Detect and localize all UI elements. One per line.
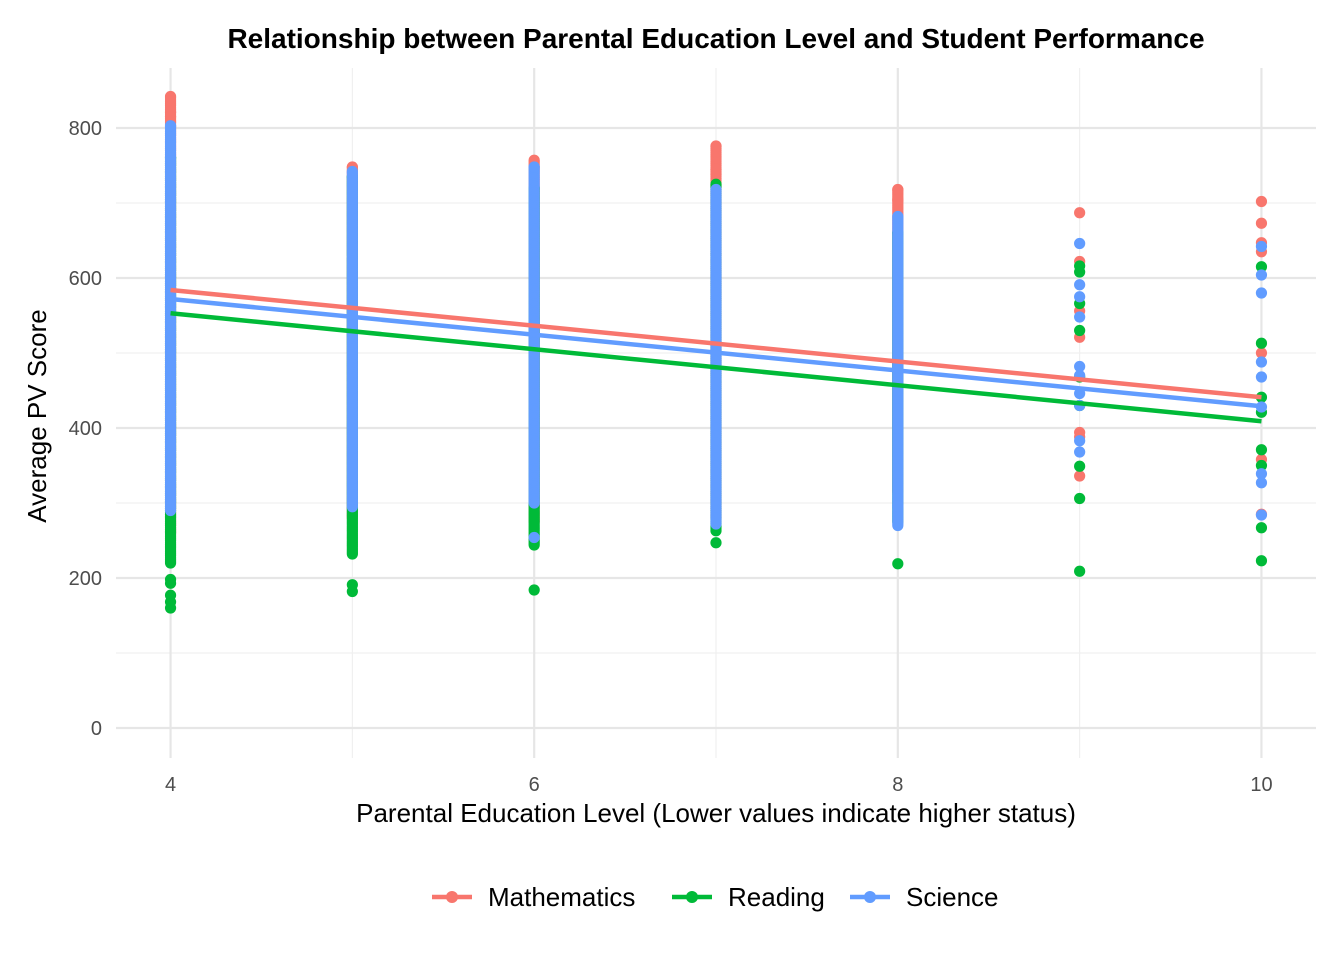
data-point [1074,435,1086,447]
x-tick-label: 6 [529,774,540,796]
data-point [1255,347,1268,359]
data-point [1074,291,1086,303]
data-point [1255,468,1268,480]
data-point [1074,237,1086,250]
data-point [528,531,540,544]
data-point [1255,261,1268,273]
data-point [1074,360,1086,373]
y-axis-title: Average PV Score [22,309,52,522]
data-point [1255,555,1268,567]
legend: Mathematics Reading Science [432,882,999,912]
trend-line [170,311,1262,424]
data-point [1074,565,1086,577]
y-tick-label: 600 [69,268,102,290]
data-point [1255,509,1268,521]
data-point [1255,337,1268,349]
y-tick-label: 400 [69,418,102,440]
data-points [164,90,1268,614]
chart-title: Relationship between Parental Education … [227,23,1204,54]
tick-labels: 0 200 400 600 800 4 6 8 10 [69,118,1273,796]
data-point [1074,460,1086,472]
data-point [892,194,904,206]
data-point [1074,311,1086,323]
trend-line [170,296,1262,409]
legend-label: Mathematics [488,882,635,912]
data-point [710,140,722,152]
data-point [892,210,904,223]
data-point [1255,287,1268,299]
x-tick-label: 4 [165,774,176,796]
legend-key-dot [686,891,698,903]
trend-lines [170,287,1262,424]
x-tick-label: 10 [1250,774,1272,796]
data-point [1255,371,1268,383]
data-point [1074,492,1086,505]
data-point [528,584,540,596]
data-point [892,183,904,196]
data-point [164,120,177,132]
legend-key-dot [864,891,876,903]
y-tick-label: 800 [69,118,102,140]
data-point [1255,444,1268,456]
data-point [1255,269,1268,281]
x-tick-label: 8 [892,774,903,796]
data-point [710,168,722,181]
data-point [1255,459,1268,472]
data-point [710,537,722,549]
legend-label: Reading [728,882,825,912]
trend-line [170,287,1262,400]
y-tick-label: 0 [91,718,102,740]
data-point [1255,240,1268,253]
data-point [1255,522,1268,534]
data-point [164,90,177,103]
data-point [710,183,722,196]
data-point [1074,279,1086,291]
data-point [1074,207,1086,219]
y-tick-label: 200 [69,568,102,590]
data-point [1255,356,1268,368]
legend-key-dot [446,891,458,903]
data-point [892,558,904,570]
data-point [164,577,177,589]
data-point [1255,217,1268,229]
data-point [528,161,540,173]
data-point [1074,446,1086,458]
data-point [1074,470,1086,482]
data-point [346,585,358,598]
data-point [346,165,358,178]
x-axis-title: Parental Education Level (Lower values i… [356,798,1076,828]
data-point [164,602,177,614]
data-point [1074,324,1086,337]
legend-label: Science [906,882,999,912]
data-point [1255,477,1268,489]
data-point [1255,195,1268,208]
data-point [892,500,904,512]
data-point [1074,266,1086,278]
